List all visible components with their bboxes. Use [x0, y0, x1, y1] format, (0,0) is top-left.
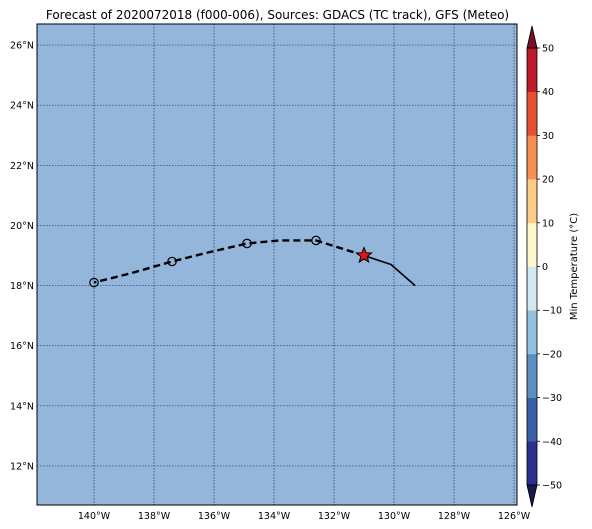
colorbar-over-extension: [526, 25, 538, 49]
map-frame: [36, 23, 518, 506]
colorbar-segment: [527, 353, 537, 398]
lon-tick-label: 138°W: [138, 511, 171, 522]
colorbar-tick-label: −10: [542, 306, 562, 317]
colorbar-segment: [527, 48, 537, 92]
colorbar-tick-label: 40: [542, 87, 554, 98]
colorbar-tick-label: −50: [542, 481, 562, 492]
forecast-position-marker: [89, 277, 99, 288]
latitude-axis: 12°N 14°N 16°N 18°N 20°N 22°N 24°N 26°N: [10, 41, 34, 473]
lat-tick-label: 26°N: [10, 41, 34, 52]
colorbar-under-extension: [526, 484, 538, 508]
colorbar-segment: [527, 397, 537, 442]
graticule: [37, 24, 517, 505]
forecast-position-marker: [311, 235, 321, 246]
lon-tick-label: 128°W: [438, 511, 471, 522]
lon-tick-label: 134°W: [258, 511, 291, 522]
observed-track-line: [363, 254, 416, 287]
colorbar-tick-label: 0: [542, 262, 548, 273]
lat-tick-label: 24°N: [10, 101, 34, 112]
lat-tick-label: 18°N: [10, 281, 34, 292]
forecast-track-line: [93, 239, 365, 284]
colorbar-segment: [527, 135, 537, 180]
lat-tick-label: 20°N: [10, 221, 34, 232]
map-panel: 140°W 138°W 136°W 134°W 132°W 130°W 128°W 126°W…: [10, 23, 531, 522]
colorbar-segment: [527, 310, 537, 355]
lat-tick-label: 16°N: [10, 341, 34, 352]
current-position-star-icon: [355, 246, 373, 264]
colorbar-tick-label: 50: [542, 44, 554, 55]
lon-tick-label: 140°W: [78, 511, 111, 522]
colorbar-tick-label: 30: [542, 131, 554, 142]
cyclone-track: [89, 235, 416, 288]
colorbar-tick-label: −30: [542, 393, 562, 404]
lat-tick-label: 22°N: [10, 161, 34, 172]
colorbar-segment: [527, 222, 537, 267]
forecast-position-marker: [167, 256, 177, 267]
map-title: Forecast of 2020072018 (f000-006), Sourc…: [45, 8, 510, 22]
lon-tick-label: 136°W: [198, 511, 231, 522]
lat-tick-label: 12°N: [10, 461, 34, 472]
colorbar-segment: [527, 441, 537, 486]
colorbar: −50 −40 −30 −20 −10 0 10 20 30 40 50 Min Temperatur…: [526, 25, 580, 508]
longitude-axis: 140°W 138°W 136°W 134°W 132°W 130°W 128°W 126°W: [78, 511, 531, 522]
colorbar-tick-label: −40: [542, 437, 562, 448]
lon-tick-label: 126°W: [498, 511, 531, 522]
colorbar-tick-label: 10: [542, 218, 554, 229]
lon-tick-label: 130°W: [378, 511, 411, 522]
lon-tick-label: 132°W: [318, 511, 351, 522]
colorbar-tick-label: 20: [542, 175, 554, 186]
colorbar-label: Min Temperature (°C): [569, 213, 580, 320]
colorbar-tick-label: −20: [542, 349, 562, 360]
ocean-background: [37, 24, 517, 505]
colorbar-segment: [527, 91, 537, 136]
colorbar-segment: [527, 266, 537, 311]
colorbar-segment: [527, 179, 537, 224]
lat-tick-label: 14°N: [10, 401, 34, 412]
forecast-position-marker: [242, 238, 252, 249]
